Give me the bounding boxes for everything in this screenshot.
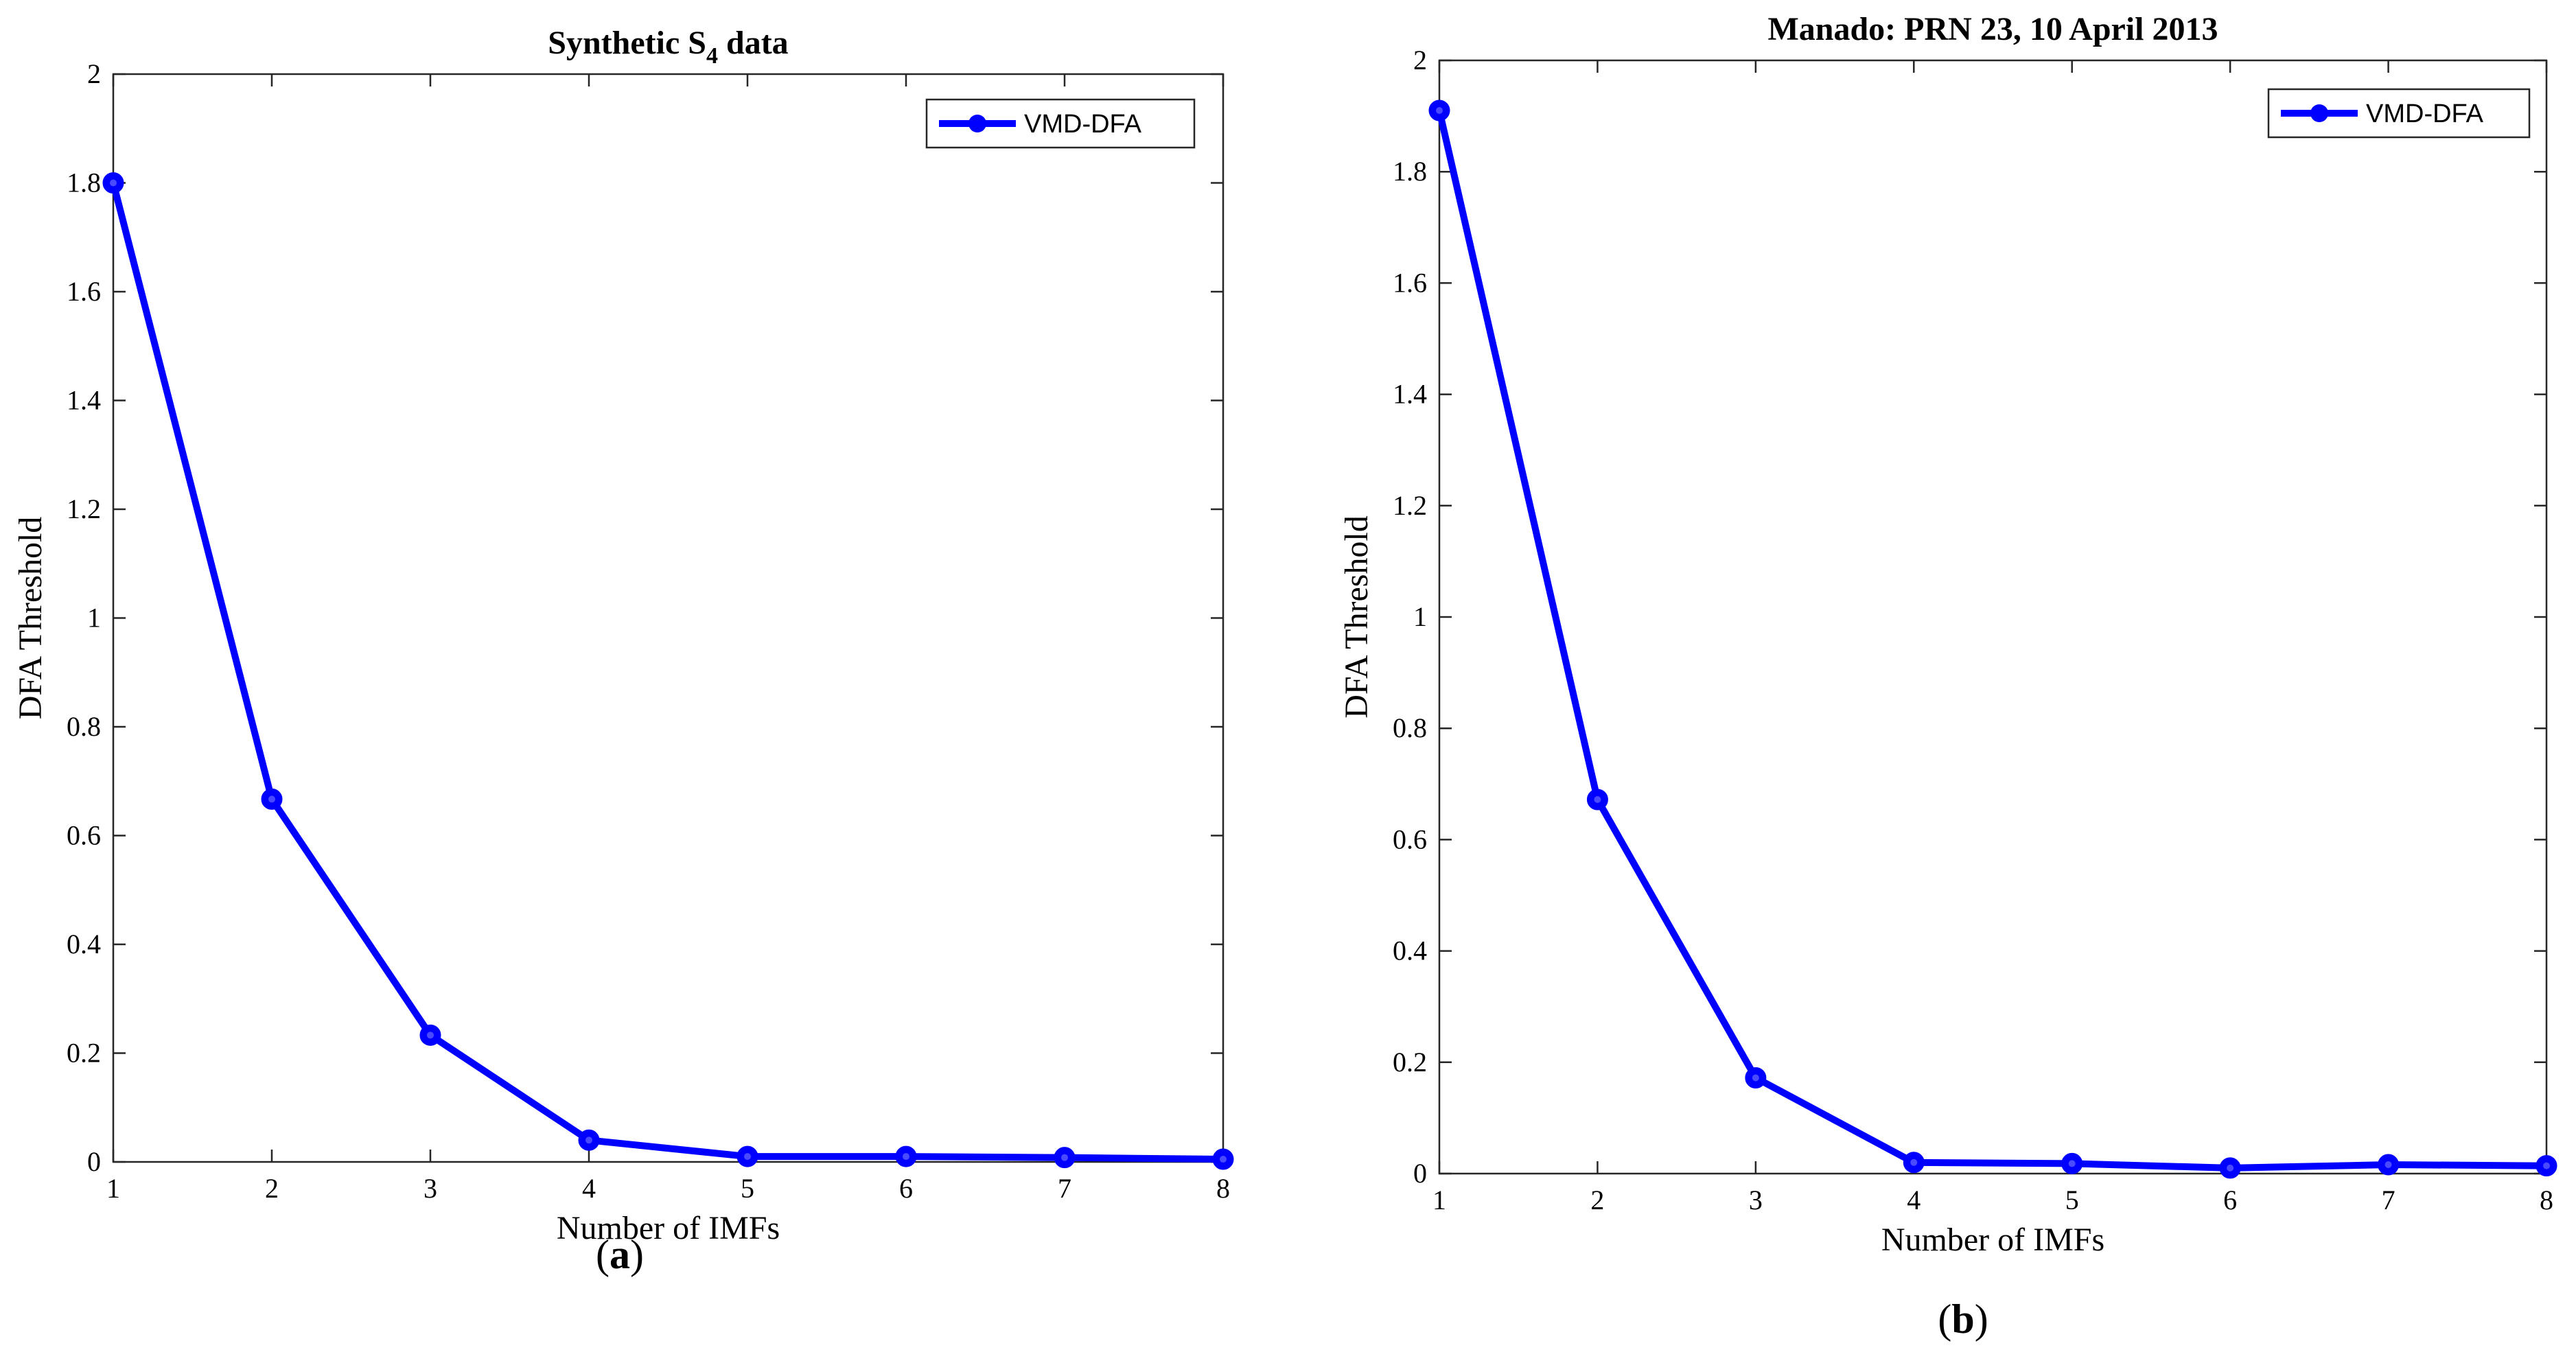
y-tick-label: 0.4	[67, 929, 101, 959]
chart-title-suffix: data	[718, 25, 789, 61]
plot-frame	[112, 73, 1225, 1163]
panel-b: 0 0.2 0.4 0.6 0.8 1 1.2 1.4 1.6 1.8 2 1 2 3 4 5 6 7 8 Numbe…	[1338, 11, 2557, 1342]
series-line-vmd-dfa	[1436, 106, 2550, 1172]
x-tick-label: 8	[1216, 1173, 1230, 1204]
data-point-center	[585, 1137, 592, 1144]
y-tick-label: 1.6	[67, 276, 101, 307]
caption-letter: a	[610, 1232, 630, 1277]
data-point-center	[1061, 1154, 1068, 1161]
data-point-center	[1436, 106, 1443, 114]
y-tick-label: 1	[87, 603, 101, 633]
y-tick-label: 0.6	[1393, 824, 1427, 854]
x-tick-label: 3	[423, 1173, 437, 1204]
chart-title-subscript: 4	[706, 43, 718, 69]
chart-title-text: Synthetic S	[548, 25, 706, 61]
x-tick-label: 2	[265, 1173, 279, 1204]
legend-label: VMD-DFA	[2366, 100, 2484, 128]
y-tick-label: 0.6	[67, 820, 101, 851]
panel-caption: (b)	[1938, 1296, 1988, 1342]
y-tick-label: 0	[87, 1146, 101, 1177]
chart-title-text: Manado: PRN 23, 10 April 2013	[1767, 11, 2218, 47]
data-point-center	[1594, 796, 1601, 804]
panel-a: 0 0.2 0.4 0.6 0.8 1 1.2 1.4 1.6 1.8 2 1 2 3 4 5 6 7 8 Numbe…	[12, 25, 1234, 1277]
y-tick-label: 1.2	[1393, 490, 1427, 521]
caption-close: )	[630, 1232, 644, 1277]
y-tick-label: 0.4	[1393, 935, 1427, 966]
y-tick-label: 0.8	[67, 711, 101, 742]
data-point-center	[903, 1153, 909, 1161]
chart-title: Manado: PRN 23, 10 April 2013	[1767, 11, 2218, 47]
x-tick-label: 6	[2223, 1185, 2237, 1215]
legend-marker	[2310, 104, 2328, 122]
y-tick-label: 1	[1413, 601, 1427, 632]
x-tick-label: 1	[1432, 1185, 1446, 1215]
y-tick-label: 1.8	[67, 167, 101, 198]
x-tick-label: 1	[106, 1173, 120, 1204]
data-point-center	[110, 179, 117, 187]
legend-marker	[968, 115, 986, 132]
chart-title: Synthetic S4 data	[548, 25, 788, 69]
legend-label: VMD-DFA	[1024, 110, 1142, 139]
y-tick-label: 0.8	[1393, 712, 1427, 743]
data-point-center	[1910, 1158, 1918, 1166]
x-tick-label: 2	[1590, 1185, 1604, 1215]
y-tick-label: 0.2	[67, 1038, 101, 1069]
plot-frame	[1438, 59, 2548, 1175]
y-axis-label: DFA Threshold	[12, 517, 49, 720]
caption-open: (	[596, 1232, 610, 1277]
y-tick-label: 2	[87, 58, 101, 89]
data-point-center	[2543, 1162, 2550, 1169]
x-tick-label: 4	[582, 1173, 596, 1204]
data-point-center	[268, 795, 275, 803]
x-axis-label: Number of IMFs	[1881, 1222, 2104, 1258]
caption-letter: b	[1951, 1296, 1974, 1342]
series-line-vmd-dfa	[110, 179, 1227, 1163]
data-point-center	[427, 1032, 434, 1039]
x-tick-label: 8	[2540, 1185, 2553, 1215]
x-tick-label: 6	[899, 1173, 913, 1204]
y-tick-label: 1.4	[1393, 379, 1427, 410]
x-tick-label: 5	[741, 1173, 754, 1204]
y-tick-label: 1.8	[1393, 156, 1427, 187]
y-tick-label: 1.4	[67, 385, 101, 416]
y-tick-label: 0	[1413, 1158, 1427, 1189]
y-tick-label: 2	[1413, 45, 1427, 75]
data-point-center	[2384, 1161, 2392, 1169]
data-point-center	[1752, 1074, 1759, 1082]
x-axis-label: Number of IMFs	[557, 1210, 780, 1246]
data-point-center	[2068, 1160, 2076, 1167]
data-point-center	[2227, 1164, 2234, 1172]
caption-close: )	[1975, 1296, 1988, 1342]
x-tick-label: 4	[1907, 1185, 1921, 1215]
y-tick-label: 1.2	[67, 493, 101, 524]
x-tick-label: 5	[2065, 1185, 2079, 1215]
caption-open: (	[1938, 1296, 1951, 1342]
data-point-center	[744, 1153, 751, 1161]
x-tick-label: 7	[1058, 1173, 1071, 1204]
x-tick-label: 7	[2382, 1185, 2395, 1215]
data-point-center	[1220, 1156, 1227, 1163]
y-tick-label: 0.2	[1393, 1047, 1427, 1077]
panel-caption: (a)	[596, 1232, 644, 1277]
y-tick-label: 1.6	[1393, 267, 1427, 298]
y-axis-label: DFA Threshold	[1338, 515, 1375, 719]
x-tick-label: 3	[1749, 1185, 1763, 1215]
